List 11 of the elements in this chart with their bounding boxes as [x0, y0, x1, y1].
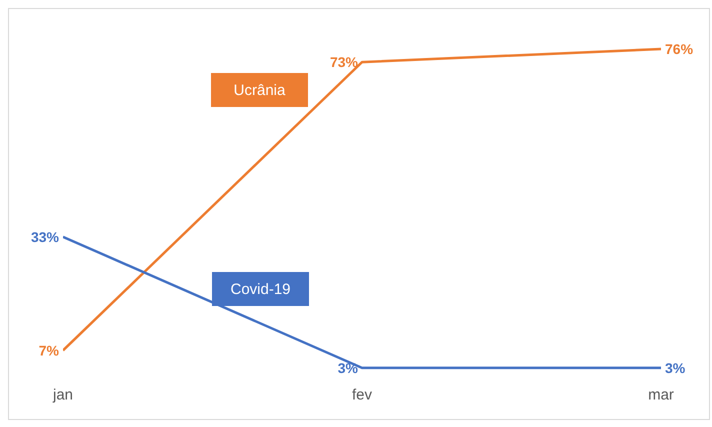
data-label: 33%: [30, 228, 60, 245]
data-label: 3%: [665, 360, 686, 376]
data-label: 3%: [338, 360, 359, 376]
x-tick-label: jan: [52, 386, 74, 404]
x-tick-label: mar: [648, 386, 674, 404]
series-label: Covid-19: [212, 272, 309, 306]
x-tick-label: fev: [352, 386, 372, 404]
series-label: Ucrânia: [211, 73, 308, 107]
data-label: 73%: [330, 54, 359, 70]
data-label: 76%: [665, 41, 694, 57]
data-label: 7%: [38, 342, 60, 358]
